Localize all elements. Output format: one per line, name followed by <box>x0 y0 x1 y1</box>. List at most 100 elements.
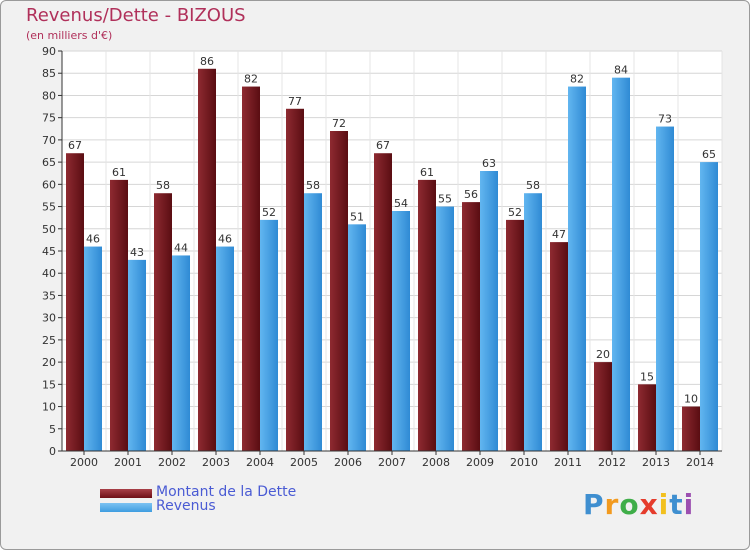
y-tick-label: 70 <box>42 134 56 147</box>
x-tick-label: 2002 <box>158 456 186 469</box>
bar-revenus <box>216 246 234 451</box>
bar-dette <box>506 219 524 451</box>
logo-letter: i <box>658 488 670 521</box>
y-tick-label: 15 <box>42 378 56 391</box>
x-tick-label: 2006 <box>334 456 362 469</box>
bar-revenus <box>524 193 542 451</box>
value-label-dette: 52 <box>508 206 522 219</box>
y-tick-label: 50 <box>42 223 56 236</box>
x-tick-label: 2010 <box>510 456 538 469</box>
x-tick-label: 2014 <box>686 456 714 469</box>
bar-dette <box>330 131 348 451</box>
legend-swatch-dette <box>100 489 152 498</box>
value-label-dette: 72 <box>332 117 346 130</box>
value-label-dette: 15 <box>640 370 654 383</box>
value-label-dette: 61 <box>112 166 126 179</box>
x-tick-label: 2005 <box>290 456 318 469</box>
bar-dette <box>66 153 84 451</box>
value-label-dette: 47 <box>552 228 566 241</box>
bar-revenus <box>656 126 674 452</box>
bar-revenus <box>568 86 586 452</box>
chart-title: Revenus/Dette - BIZOUS <box>26 5 246 26</box>
value-label-revenus: 84 <box>614 64 628 77</box>
logo-letter: t <box>669 488 684 521</box>
value-label-dette: 56 <box>464 188 478 201</box>
value-label-revenus: 54 <box>394 197 408 210</box>
value-label-revenus: 44 <box>174 241 188 254</box>
bar-revenus <box>304 193 322 451</box>
bar-dette <box>154 193 172 451</box>
logo-letter: x <box>639 488 659 521</box>
bar-dette <box>550 242 568 451</box>
value-label-revenus: 73 <box>658 113 672 126</box>
value-label-revenus: 52 <box>262 206 276 219</box>
x-tick-label: 2004 <box>246 456 274 469</box>
value-label-dette: 86 <box>200 55 214 68</box>
bar-revenus <box>392 211 410 451</box>
legend-label-revenus: Revenus <box>156 498 216 514</box>
value-label-dette: 77 <box>288 95 302 108</box>
bar-revenus <box>128 259 146 451</box>
value-label-dette: 61 <box>420 166 434 179</box>
y-tick-label: 65 <box>42 156 56 169</box>
bar-dette <box>110 179 128 451</box>
x-tick-label: 2009 <box>466 456 494 469</box>
y-tick-label: 90 <box>42 45 56 58</box>
legend-label-dette: Montant de la Dette <box>156 484 297 500</box>
y-tick-label: 20 <box>42 356 56 369</box>
y-tick-label: 25 <box>42 334 56 347</box>
y-tick-label: 10 <box>42 401 56 414</box>
logo-letter: r <box>604 488 620 521</box>
bar-revenus <box>348 224 366 451</box>
logo-letter: o <box>619 488 640 521</box>
bar-revenus <box>172 255 190 451</box>
y-tick-label: 60 <box>42 178 56 191</box>
value-label-dette: 58 <box>156 179 170 192</box>
bar-dette <box>374 153 392 451</box>
x-tick-label: 2000 <box>70 456 98 469</box>
y-tick-label: 40 <box>42 267 56 280</box>
bar-dette <box>682 406 700 451</box>
y-tick-label: 55 <box>42 201 56 214</box>
y-tick-label: 30 <box>42 312 56 325</box>
y-tick-label: 80 <box>42 89 56 102</box>
value-label-revenus: 51 <box>350 210 364 223</box>
x-tick-label: 2008 <box>422 456 450 469</box>
y-tick-label: 35 <box>42 289 56 302</box>
bar-dette <box>638 384 656 451</box>
bar-dette <box>594 362 612 451</box>
value-label-revenus: 43 <box>130 246 144 259</box>
value-label-revenus: 58 <box>526 179 540 192</box>
chart-subtitle: (en milliers d'€) <box>26 29 113 42</box>
value-label-revenus: 46 <box>218 233 232 246</box>
bar-dette <box>242 86 260 452</box>
y-tick-label: 75 <box>42 112 56 125</box>
value-label-dette: 10 <box>684 393 698 406</box>
proxiti-logo: Proxiti <box>583 488 694 521</box>
value-label-revenus: 46 <box>86 233 100 246</box>
x-tick-label: 2012 <box>598 456 626 469</box>
y-tick-label: 45 <box>42 245 56 258</box>
bar-dette <box>198 68 216 452</box>
legend-swatch-revenus <box>100 503 152 512</box>
bar-revenus <box>436 206 454 451</box>
value-label-revenus: 65 <box>702 148 716 161</box>
x-tick-label: 2013 <box>642 456 670 469</box>
bar-dette <box>462 202 480 451</box>
x-tick-label: 2011 <box>554 456 582 469</box>
bar-revenus <box>612 77 630 452</box>
value-label-revenus: 82 <box>570 73 584 86</box>
bar-revenus <box>84 246 102 451</box>
x-tick-label: 2003 <box>202 456 230 469</box>
y-tick-label: 5 <box>49 423 56 436</box>
value-label-dette: 67 <box>376 139 390 152</box>
x-tick-label: 2001 <box>114 456 142 469</box>
value-label-dette: 82 <box>244 73 258 86</box>
bar-dette <box>418 179 436 451</box>
y-tick-label: 85 <box>42 67 56 80</box>
logo-letter: i <box>683 488 695 521</box>
value-label-dette: 20 <box>596 348 610 361</box>
bar-revenus <box>480 171 498 451</box>
bar-revenus <box>700 162 718 451</box>
x-tick-label: 2007 <box>378 456 406 469</box>
